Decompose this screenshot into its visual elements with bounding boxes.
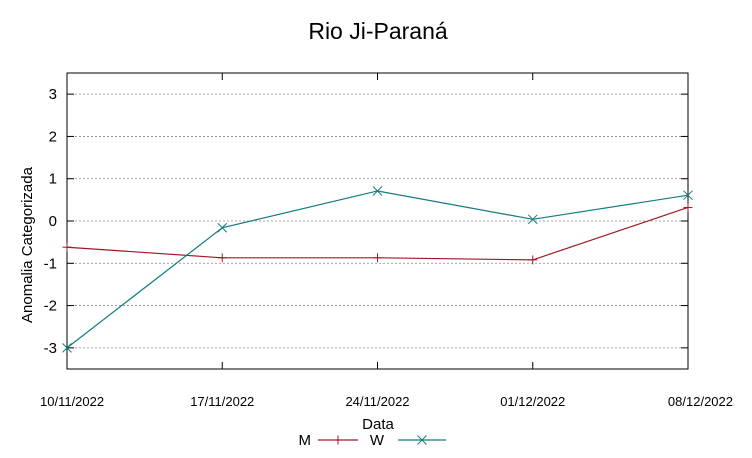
marker-stroke <box>372 186 383 196</box>
data-point-m <box>683 202 693 212</box>
series-line-m <box>66 206 689 261</box>
y-tick-label: -1 <box>44 255 57 272</box>
x-axis-label: Data <box>362 416 394 433</box>
data-point-w <box>683 190 693 201</box>
y-tick-label: 1 <box>49 171 57 188</box>
series-layer <box>62 186 693 353</box>
legend-marker-m <box>333 435 343 445</box>
y-tick-label: 3 <box>49 86 57 103</box>
legend-label-w: W <box>370 432 385 449</box>
x-tick-label: 24/11/2022 <box>345 394 409 409</box>
marker-stroke <box>62 343 72 353</box>
data-point-m <box>62 242 72 252</box>
x-tick-label: 08/12/2022 <box>668 394 733 409</box>
legend-marker-w <box>417 435 427 445</box>
legend-label-m: M <box>299 432 312 449</box>
x-tick-label: 01/12/2022 <box>500 394 565 409</box>
marker-stroke <box>217 222 228 233</box>
x-tick-label: 10/11/2022 <box>40 394 104 409</box>
data-point-w <box>217 222 228 233</box>
grid-lines <box>67 93 688 349</box>
data-point-m <box>528 255 538 265</box>
x-axis-ticks: 10/11/2022 17/11/2022 24/11/2022 01/12/2022… <box>40 73 733 409</box>
y-tick-label: 2 <box>49 128 57 145</box>
marker-stroke <box>683 190 693 201</box>
data-point-m <box>373 253 382 263</box>
series-line-w <box>66 190 689 349</box>
marker-stroke <box>527 214 538 225</box>
y-axis-label: Anomalia Categorizada <box>19 166 36 323</box>
data-point-m <box>217 253 227 263</box>
x-tick-label: 17/11/2022 <box>190 394 254 409</box>
y-axis-ticks: 3 2 1 0 -1 -2 -3 <box>44 86 688 357</box>
y-tick-label: 0 <box>49 213 57 230</box>
data-point-w <box>527 214 538 225</box>
y-tick-label: -2 <box>44 298 57 315</box>
data-point-w <box>62 343 72 353</box>
y-tick-label: -3 <box>44 340 57 357</box>
data-point-w <box>372 186 383 196</box>
marker-stroke <box>417 435 427 445</box>
chart-title: Rio Ji-Paraná <box>308 18 448 44</box>
